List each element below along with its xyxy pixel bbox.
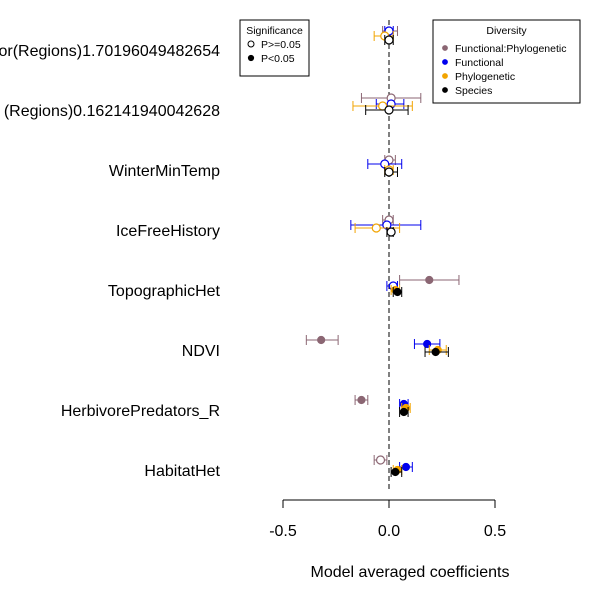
diversity-legend-marker [442,45,448,51]
variable-labels: or(Regions)1.70196049482654 (Regions)0.16… [0,43,221,480]
coefficient-point [399,407,408,417]
coefficient-point [317,335,326,345]
x-tick-label: -0.5 [269,523,297,540]
variable-label: or(Regions)1.70196049482654 [0,43,220,60]
coefficient-point [386,227,396,237]
variable-label: NDVI [182,343,220,360]
coefficient-point [431,347,440,357]
coefficient-point [357,395,366,405]
significance-legend: Significance P>=0.05 P<0.05 [239,19,310,77]
coefficient-point [375,455,386,465]
significance-legend-marker [247,40,255,48]
coefficient-point [393,287,402,297]
diversity-legend-marker [442,73,448,79]
variable-label: IceFreeHistory [116,223,220,240]
variable-label: HerbivorePredators_R [61,403,220,420]
coefficient-point [401,462,411,472]
x-tick-label: 0.5 [484,523,506,540]
significance-legend-box [239,19,310,77]
diversity-legend-label: Phylogenetic [455,71,515,83]
x-axis-title: Model averaged coefficients [311,564,510,581]
diversity-legend-label: Species [455,85,492,97]
diversity-legend-label: Functional [455,57,503,69]
significance-legend-marker [247,54,255,62]
coefficient-point [384,35,394,45]
significance-legend-title: Significance [246,25,303,37]
significance-legend-label: P<0.05 [261,53,295,65]
significance-legend-label: P>=0.05 [261,39,301,51]
coefficient-point [391,467,400,477]
variable-label: TopographicHet [108,283,221,300]
coefficient-point [384,167,394,177]
series-marks [305,26,460,477]
coefficient-point [371,223,381,233]
coefficient-point [425,275,434,285]
series-functional [350,26,441,472]
x-axis: -0.5 0.0 0.5 [269,499,506,540]
series-species [365,35,449,477]
diversity-legend-label: Functional:Phylogenetic [455,43,567,55]
variable-label: WinterMinTemp [109,163,220,180]
x-tick-label: 0.0 [378,523,400,540]
diversity-legend-title: Diversity [486,25,527,37]
coefficient-point [384,105,394,115]
diversity-legend-box [432,19,581,104]
variable-label: HabitatHet [144,463,220,480]
diversity-legend-marker [442,87,448,93]
variable-label: (Regions)0.162141940042628 [4,103,220,120]
diversity-legend: Diversity Functional:Phylogenetic Functio… [432,19,581,104]
diversity-legend-marker [442,59,448,65]
